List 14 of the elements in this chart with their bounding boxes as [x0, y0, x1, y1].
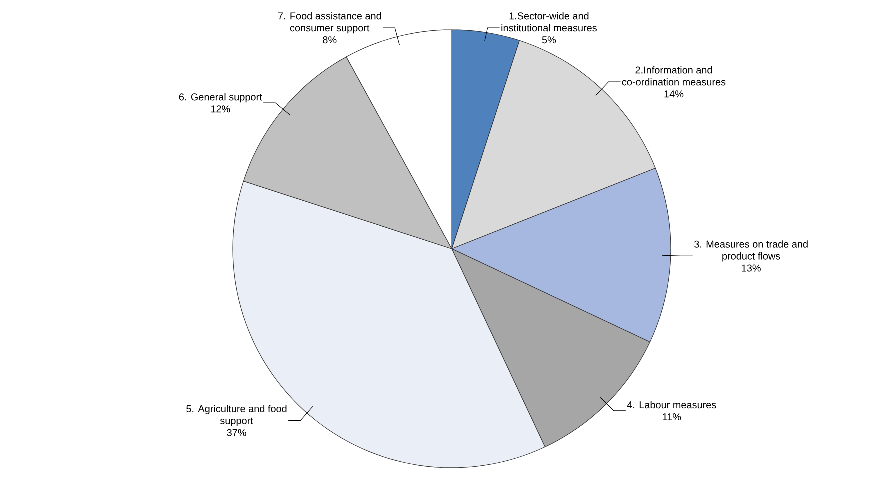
- slice-label: 3. Measures on trade and product flows: [694, 240, 808, 262]
- slice-label: 7. Food assistance and consumer support: [278, 12, 382, 34]
- data-label: 13%: [742, 264, 761, 272]
- data-label: 14%: [664, 90, 684, 98]
- slice-label: 2.Information and co-ordination measures: [622, 66, 726, 86]
- slice-label: 5. Agriculture and food support: [186, 405, 287, 426]
- data-label: 12%: [211, 106, 230, 113]
- slice-label: 1.Sector-wide and institutional measures: [502, 12, 597, 32]
- slice-label: 4. Labour measures: [627, 401, 716, 409]
- data-label: 11%: [663, 414, 682, 421]
- slice-label: 6. General support: [179, 93, 262, 103]
- data-label: 5%: [542, 36, 556, 44]
- data-label: 8%: [323, 36, 337, 44]
- data-label: 37%: [227, 429, 246, 436]
